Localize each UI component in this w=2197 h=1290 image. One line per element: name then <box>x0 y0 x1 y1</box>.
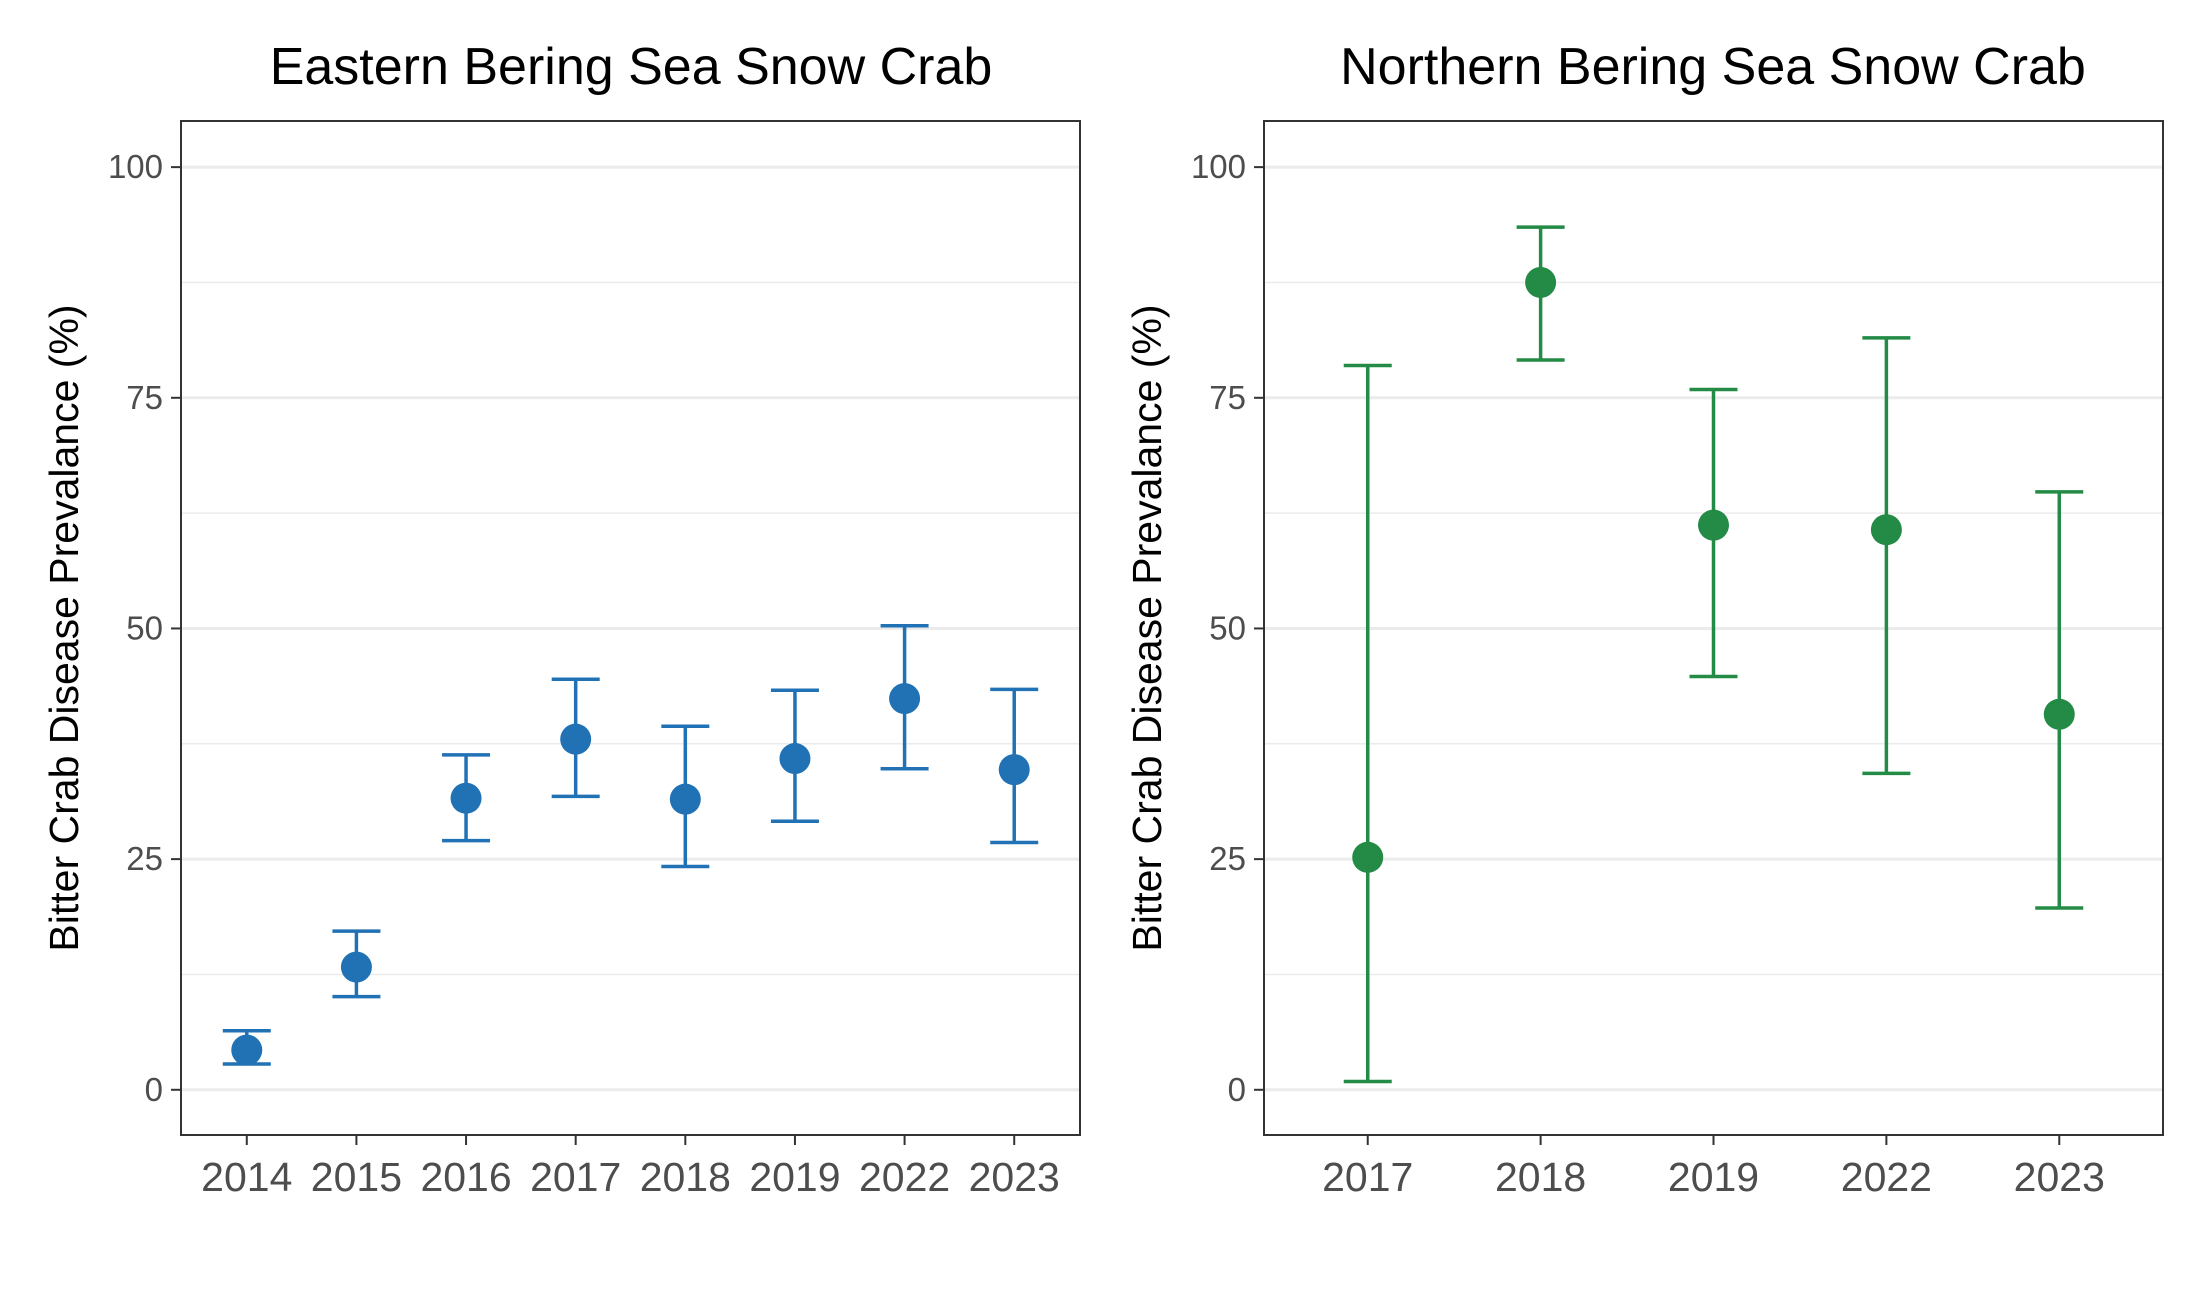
data-point <box>1698 509 1729 541</box>
x-tick-label: 2022 <box>1841 1154 1932 1200</box>
x-tick-label: 2017 <box>1322 1154 1413 1200</box>
y-axis-label: Bitter Crab Disease Prevalance (%) <box>41 304 87 951</box>
y-tick-label: 25 <box>126 840 163 877</box>
y-tick-label: 100 <box>108 148 163 185</box>
data-point <box>1870 514 1902 546</box>
y-tick-label: 75 <box>126 379 163 416</box>
data-point <box>1525 266 1557 298</box>
data-point <box>779 743 811 775</box>
data-point <box>560 723 592 755</box>
data-point <box>340 951 372 983</box>
x-tick-label: 2019 <box>749 1154 840 1200</box>
data-point <box>450 782 482 814</box>
x-tick-label: 2018 <box>1495 1154 1586 1200</box>
data-point <box>998 754 1030 786</box>
y-tick-label: 50 <box>1209 609 1246 646</box>
error-bar <box>1343 363 1392 1084</box>
y-tick-label: 0 <box>1228 1071 1246 1108</box>
x-tick-label: 2023 <box>2014 1154 2105 1200</box>
error-bar <box>1862 336 1911 776</box>
y-tick-label: 100 <box>1191 148 1246 185</box>
x-tick-label: 2015 <box>311 1154 402 1200</box>
gridlines <box>181 165 1080 1092</box>
y-tick-label: 25 <box>1209 840 1246 877</box>
data-point <box>1352 841 1384 873</box>
y-tick-label: 75 <box>1209 379 1246 416</box>
x-tick-label: 2019 <box>1668 1154 1759 1200</box>
northern-bering-sea-panel: Northern Bering Sea Snow Crab Bitter Crab… <box>1124 38 2164 1200</box>
data-point <box>889 683 921 715</box>
x-tick-label: 2022 <box>859 1154 950 1200</box>
data-point <box>2043 698 2075 730</box>
y-tick-label: 50 <box>126 609 163 646</box>
y-tick-label: 0 <box>145 1071 163 1108</box>
panel-title: Eastern Bering Sea Snow Crab <box>270 38 993 96</box>
x-tick-label: 2023 <box>969 1154 1060 1200</box>
x-tick-label: 2017 <box>530 1154 621 1200</box>
y-axis-label: Bitter Crab Disease Prevalance (%) <box>1124 304 1170 951</box>
panel-title: Northern Bering Sea Snow Crab <box>1340 38 2086 96</box>
data-point <box>231 1034 263 1066</box>
x-tick-label: 2014 <box>201 1154 292 1200</box>
data-point <box>669 783 701 815</box>
eastern-bering-sea-panel: Eastern Bering Sea Snow Crab Bitter Crab … <box>41 38 1081 1200</box>
x-tick-label: 2018 <box>640 1154 731 1200</box>
x-tick-label: 2016 <box>420 1154 511 1200</box>
